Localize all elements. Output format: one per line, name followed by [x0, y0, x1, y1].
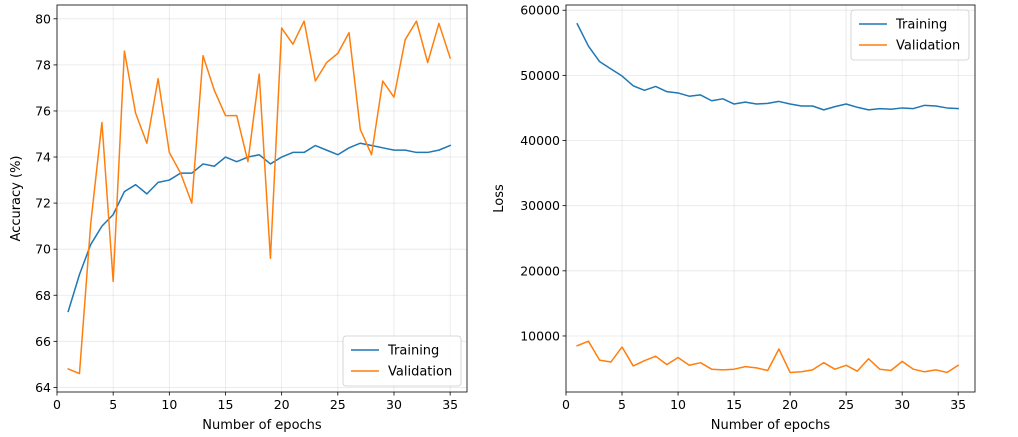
series-line-validation [67, 20, 452, 375]
y-tick-label: 10000 [520, 328, 560, 343]
legend-label-training: Training [895, 18, 947, 33]
x-axis-label: Number of epochs [202, 418, 322, 433]
x-tick-label: 30 [386, 397, 402, 412]
series-line-training [576, 22, 959, 111]
x-tick-label: 0 [562, 397, 570, 412]
x-tick-label: 25 [330, 397, 346, 412]
x-axis-label: Number of epochs [711, 418, 831, 433]
x-tick-label: 25 [838, 397, 854, 412]
x-tick-label: 35 [950, 397, 966, 412]
y-tick-label: 60000 [520, 3, 560, 18]
x-tick-label: 15 [726, 397, 742, 412]
accuracy-chart: 0 5 10 15 20 25 30 35 64 66 68 70 72 74 76 78 80 Number o… [9, 4, 468, 433]
y-tick-label: 40000 [520, 133, 560, 148]
y-tick-label: 76 [35, 103, 51, 118]
y-tick-label: 64 [35, 380, 51, 395]
x-tick-label: 15 [218, 397, 234, 412]
legend: Training Validation [342, 335, 462, 387]
x-tick-label: 20 [782, 397, 798, 412]
y-tick-label: 30000 [520, 198, 560, 213]
legend: Training Validation [850, 9, 970, 61]
loss-chart: 0 5 10 15 20 25 30 35 10000 20000 30000 40000 50000 6… [492, 3, 976, 433]
x-tick-label: 0 [53, 397, 61, 412]
x-tick-label: 5 [109, 397, 117, 412]
legend-frame [342, 335, 462, 387]
y-tick-label: 78 [35, 57, 51, 72]
x-tick-label: 35 [442, 397, 458, 412]
legend-frame [850, 9, 970, 61]
x-tick-label: 10 [161, 397, 177, 412]
y-tick-label: 20000 [520, 263, 560, 278]
y-tick-label: 66 [35, 334, 51, 349]
axes-frame [56, 4, 468, 393]
legend-label-validation: Validation [896, 39, 960, 54]
y-tick-label: 74 [35, 150, 51, 165]
x-tick-label: 5 [618, 397, 626, 412]
y-tick-label: 68 [35, 288, 51, 303]
y-tick-label: 70 [35, 242, 51, 257]
y-tick-label: 50000 [520, 68, 560, 83]
y-axis-label: Loss [492, 184, 507, 213]
x-tick-label: 30 [894, 397, 910, 412]
legend-label-validation: Validation [388, 365, 452, 380]
legend-label-training: Training [387, 344, 439, 359]
y-axis-label: Accuracy (%) [9, 156, 24, 242]
series-line-validation [576, 340, 960, 374]
y-tick-label: 72 [35, 196, 51, 211]
series-line-training [67, 142, 452, 313]
y-tick-label: 80 [35, 11, 51, 26]
x-tick-label: 20 [274, 397, 290, 412]
axes-frame [565, 4, 976, 393]
x-tick-label: 10 [670, 397, 686, 412]
